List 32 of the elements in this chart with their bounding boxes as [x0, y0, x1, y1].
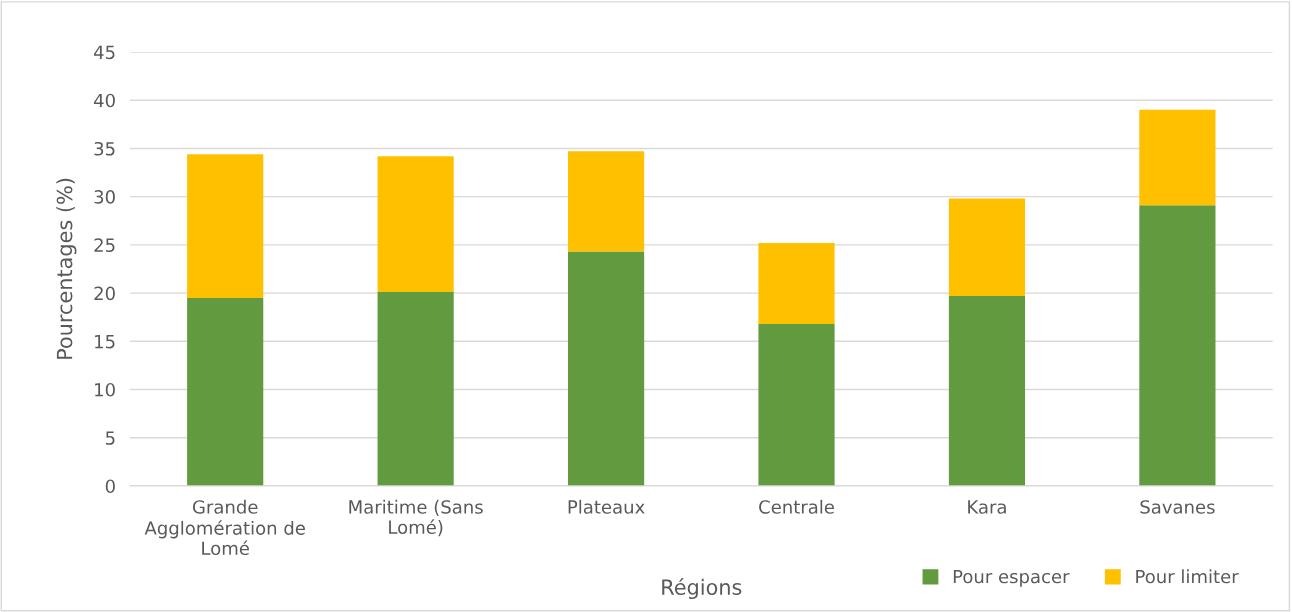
- y-axis-title: Pourcentages (%): [56, 178, 77, 359]
- x-tick-label: Grande Agglomération de Lomé: [144, 499, 305, 556]
- bar: [758, 323, 835, 486]
- x-tick-label: Centrale: [759, 499, 834, 514]
- legend-label: Pour limiter: [1136, 569, 1239, 584]
- y-tick-label: 45: [93, 45, 115, 60]
- bar: [1139, 205, 1216, 486]
- y-tick-label: 10: [95, 382, 115, 397]
- y-tick-label: 30: [94, 190, 115, 204]
- bar: [1139, 109, 1216, 206]
- bar: [567, 151, 645, 252]
- bar: [948, 198, 1026, 296]
- bar: [948, 295, 1026, 486]
- x-axis-title: Régions: [662, 578, 742, 600]
- y-tick-label: 40: [93, 93, 115, 108]
- y-tick-label: 35: [94, 141, 115, 156]
- bar: [377, 156, 454, 293]
- legend-label: Pour espacer: [953, 569, 1070, 587]
- y-tick-label: 0: [105, 479, 115, 494]
- x-tick-label: Kara: [968, 500, 1006, 514]
- bar: [377, 292, 454, 486]
- y-tick-label: 5: [105, 431, 115, 445]
- x-tick-label: Plateaux: [568, 499, 645, 514]
- bar: [187, 154, 264, 298]
- y-tick-label: 25: [94, 238, 115, 252]
- bar: [187, 297, 264, 486]
- y-tick-label: 15: [95, 334, 115, 349]
- bar: [758, 242, 835, 324]
- bar: [567, 251, 645, 486]
- y-tick-label: 20: [94, 286, 115, 301]
- x-tick-label: Maritime (Sans Lomé): [349, 499, 483, 537]
- x-tick-label: Savanes: [1140, 500, 1215, 514]
